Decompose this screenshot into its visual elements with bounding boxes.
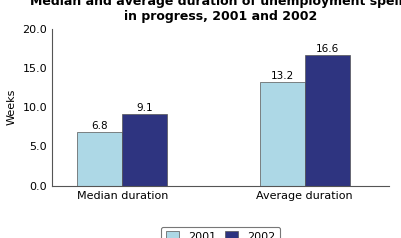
Y-axis label: Weeks: Weeks [7,89,17,125]
Text: 16.6: 16.6 [316,44,339,54]
Text: 9.1: 9.1 [136,103,153,113]
Text: 13.2: 13.2 [271,71,294,81]
Bar [260,82,305,186]
Title: Median and average duration of unemployment spells
in progress, 2001 and 2002: Median and average duration of unemploym… [30,0,401,23]
Legend: 2001, 2002: 2001, 2002 [161,227,280,238]
Text: 6.8: 6.8 [91,121,108,131]
Bar [77,132,122,186]
Bar [305,55,350,186]
Bar [122,114,167,186]
